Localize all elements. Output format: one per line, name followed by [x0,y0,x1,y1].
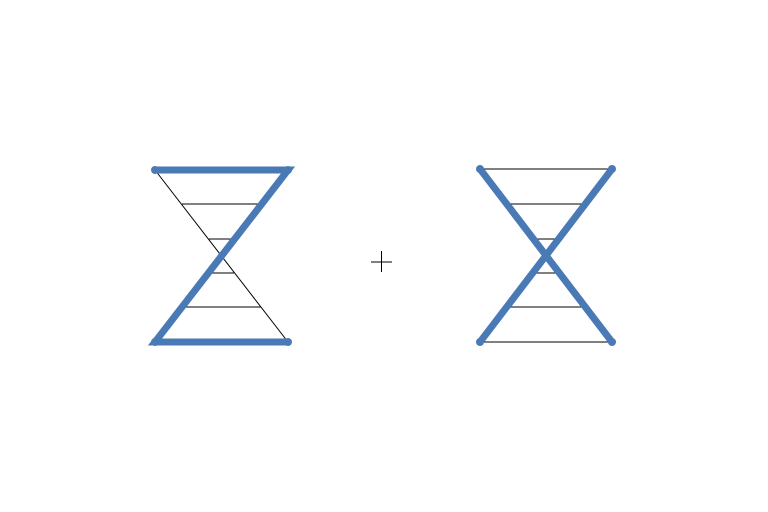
z-endpoint [151,338,159,346]
x-endpoint [608,165,616,173]
z-accent-path [147,166,296,346]
x-endpoint [608,338,616,346]
x-shaped-hourglass [476,165,616,346]
plus-icon [371,251,392,272]
x-diagonal-2 [476,165,616,346]
z-shaped-hourglass [147,166,296,346]
z-endpoint [284,166,292,174]
x-endpoint [476,165,484,173]
z-endpoint [284,338,292,346]
x-endpoint [476,338,484,346]
z-endpoint [151,166,159,174]
